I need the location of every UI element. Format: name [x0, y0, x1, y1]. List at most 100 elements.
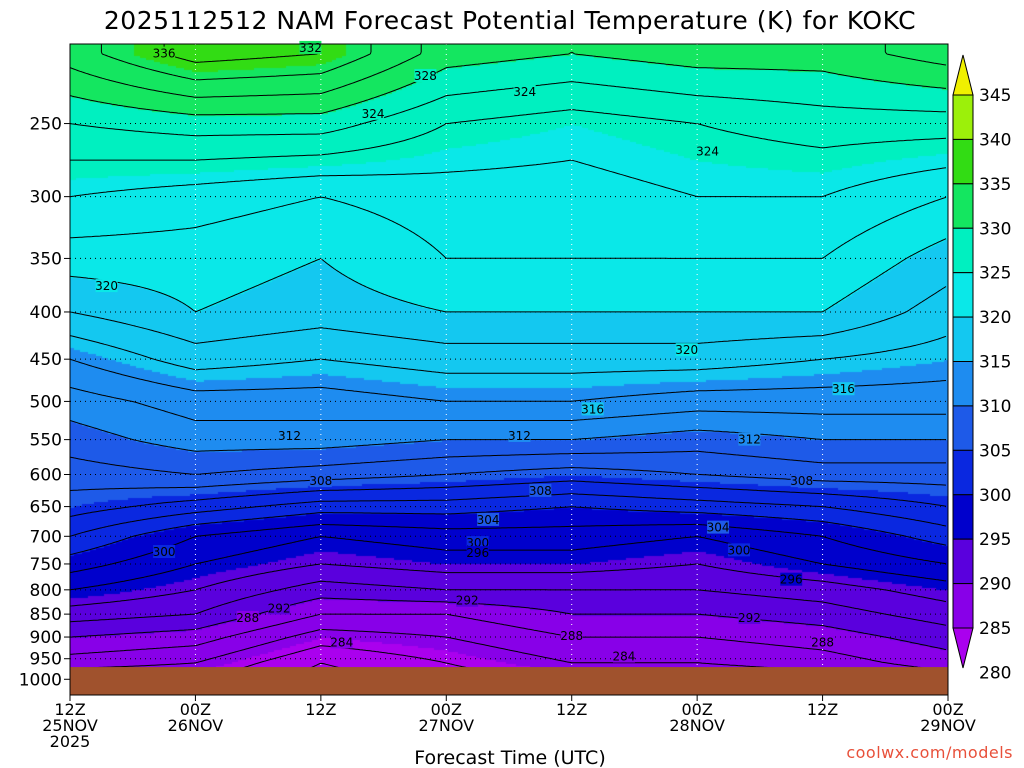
x-tick-label: 00Z	[681, 700, 712, 719]
contour-label-bg	[581, 402, 604, 416]
y-tick-label: 750	[30, 555, 62, 575]
y-tick-label: 400	[30, 303, 62, 323]
contour-label-bg	[236, 610, 259, 624]
contour-label-bg	[529, 483, 552, 497]
colorbar-bin	[952, 405, 974, 451]
x-tick-label: 00Z	[932, 700, 963, 719]
x-tick-label: 00Z	[431, 700, 462, 719]
y-tick-label: 850	[30, 605, 62, 625]
contour-label-bg	[95, 279, 118, 293]
colorbar-bin	[952, 316, 974, 363]
colorbar-label: 320	[979, 308, 1011, 328]
x-tick-label: 28NOV	[669, 716, 725, 735]
contour-label-bg	[153, 545, 176, 559]
colorbar-bin	[952, 138, 974, 185]
contour-label-bg	[153, 46, 176, 60]
contour-labels: 336 332 328 324 324 324 320 320 316 316 312 312 312 3…	[95, 40, 855, 664]
isotherm-300	[70, 506, 947, 556]
y-tick-label: 300	[30, 188, 62, 208]
contour-label-bg	[508, 428, 531, 442]
isotherm-330	[70, 51, 947, 116]
x-tick-label: 12Z	[556, 700, 587, 719]
colorbar-bin	[952, 227, 974, 274]
y-tick-label: 900	[30, 628, 62, 648]
contour-label: 312	[738, 433, 761, 447]
y-tick-label: 950	[30, 650, 62, 670]
colorbar-bin	[952, 494, 974, 540]
y-tick-label: 550	[30, 431, 62, 451]
colorbar-bin	[952, 627, 974, 669]
isotherm-322	[70, 196, 947, 259]
contour-label: 320	[675, 343, 698, 357]
plot-area: 336 332 328 324 324 324 320 320 316 316 312 312 312 3…	[69, 40, 949, 696]
contour-label: 324	[513, 85, 536, 99]
colorbar-label: 335	[979, 175, 1011, 195]
x-tick-label: 2025	[50, 732, 91, 751]
y-tick-label: 800	[30, 581, 62, 601]
isotherm-304	[70, 480, 947, 517]
colorbar-label: 325	[979, 264, 1011, 284]
contour-label: 308	[790, 474, 813, 488]
colorbar-bin	[952, 54, 974, 96]
y-tick-label: 600	[30, 466, 62, 486]
y-tick-label: 350	[30, 249, 62, 269]
colorbar-bin	[952, 183, 974, 229]
contour-label-bg	[362, 106, 385, 120]
plot-frame	[69, 43, 949, 696]
isotherm-316	[70, 335, 947, 374]
contour-label: 300	[153, 545, 176, 559]
contour-label: 324	[362, 107, 385, 121]
colorbar-bin	[952, 538, 974, 585]
credit-link[interactable]: coolwx.com/models	[846, 743, 1013, 762]
x-tick-label: 27NOV	[418, 716, 474, 735]
isotherm-334	[100, 44, 372, 81]
colorbar-label: 310	[979, 397, 1011, 417]
y-tick-label: 650	[30, 498, 62, 518]
contour-label: 292	[268, 601, 291, 615]
contour-label: 288	[560, 629, 583, 643]
contour-label-bg	[268, 601, 291, 615]
contour-label-bg	[811, 635, 834, 649]
isotherm-312	[70, 386, 946, 421]
contour-label: 296	[466, 546, 489, 560]
contour-label: 312	[508, 429, 531, 443]
contour-label-bg	[727, 543, 750, 557]
colorbar-label: 295	[979, 530, 1011, 550]
contour-label-bg	[330, 635, 353, 649]
colorbar-label: 340	[979, 130, 1011, 150]
contour-label-bg	[466, 546, 489, 560]
contour-label: 336	[153, 47, 176, 61]
contour-label: 304	[477, 513, 500, 527]
contour-label: 316	[832, 382, 855, 396]
axes: 250 300 350 400 450 500 550 600 650 700 750 800 850 9…	[19, 115, 976, 751]
contour-label-bg	[513, 84, 536, 98]
colorbar-label: 330	[979, 219, 1011, 239]
x-tick-label: 25NOV	[42, 716, 98, 735]
colorbar-label: 300	[979, 486, 1011, 506]
contour-label: 284	[330, 635, 353, 649]
chart-title: 2025112512 NAM Forecast Potential Temper…	[104, 6, 916, 35]
contour-label: 312	[278, 429, 301, 443]
x-tick-label: 00Z	[180, 700, 211, 719]
contour-label: 304	[707, 521, 730, 535]
contour-label-bg	[707, 520, 730, 534]
colorbar-bin	[952, 272, 974, 318]
y-tick-label: 250	[30, 115, 62, 135]
colorbar-label: 345	[979, 86, 1011, 106]
colorbar-label: 305	[979, 441, 1011, 461]
colorbar-bin	[952, 583, 974, 629]
colorbar-label: 285	[979, 619, 1011, 639]
contour-label-bg	[612, 649, 635, 663]
contour-label-bg	[466, 536, 489, 550]
x-tick-label: 26NOV	[168, 716, 224, 735]
contour-label: 300	[727, 543, 750, 557]
y-tick-label: 450	[30, 350, 62, 370]
contour-label-bg	[278, 428, 301, 442]
x-tick-label: 29NOV	[920, 716, 976, 735]
isotherm-332	[70, 44, 947, 98]
isotherm-324	[70, 159, 947, 198]
colorbar-bin	[952, 449, 974, 496]
contour-label-bg	[477, 512, 500, 526]
contour-label: 292	[738, 611, 761, 625]
